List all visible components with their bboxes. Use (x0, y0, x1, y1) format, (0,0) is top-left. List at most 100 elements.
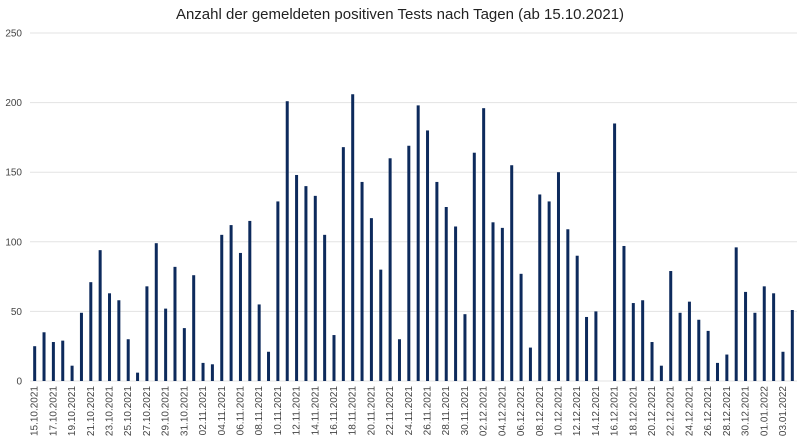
x-tick-label: 21.10.2021 (86, 386, 97, 436)
x-tick-label: 06.11.2021 (235, 386, 246, 436)
bar-02.11.2021 (201, 362, 205, 381)
bar-25.11.2021 (416, 105, 420, 381)
bar-14.11.2021 (313, 195, 317, 381)
bar-22.10.2021 (98, 250, 102, 381)
bar-03.01.2022 (781, 351, 785, 381)
bar-28.11.2021 (444, 207, 448, 381)
bar-11.11.2021 (285, 101, 289, 382)
bar-06.12.2021 (519, 273, 523, 381)
bar-05.12.2021 (510, 165, 514, 381)
x-tick-label: 04.12.2021 (497, 386, 508, 436)
x-tick-label: 23.10.2021 (105, 386, 116, 436)
bar-24.10.2021 (117, 300, 121, 381)
bar-07.12.2021 (528, 347, 532, 381)
bar-31.12.2021 (753, 312, 757, 381)
x-tick-label: 17.10.2021 (48, 386, 59, 436)
bar-18.10.2021 (61, 340, 65, 381)
bar-30.10.2021 (173, 266, 177, 381)
bar-03.12.2021 (491, 222, 495, 381)
bar-23.10.2021 (108, 293, 112, 381)
bar-31.10.2021 (182, 328, 186, 381)
x-axis-ticks: 15.10.2021 17.10.2021 19.10.2021 21.10.2021… (30, 386, 789, 436)
x-tick-label: 10.11.2021 (273, 386, 284, 436)
bar-27.10.2021 (145, 286, 149, 381)
bar-17.10.2021 (51, 342, 55, 381)
y-tick-label: 250 (5, 29, 22, 40)
x-tick-label: 28.11.2021 (441, 386, 452, 436)
bar-28.12.2021 (725, 354, 729, 381)
bar-19.11.2021 (360, 181, 364, 381)
x-tick-label: 14.12.2021 (591, 386, 602, 436)
bar-26.12.2021 (706, 330, 710, 381)
bar-14.12.2021 (594, 311, 598, 381)
chart-title: Anzahl der gemeldeten positiven Tests na… (175, 6, 625, 23)
x-tick-label: 30.11.2021 (460, 386, 471, 436)
bar-09.12.2021 (547, 201, 551, 381)
x-tick-label: 27.10.2021 (142, 386, 153, 436)
bar-15.11.2021 (323, 234, 327, 381)
x-tick-label: 22.12.2021 (666, 386, 677, 436)
bar-26.10.2021 (136, 372, 140, 381)
x-tick-label: 20.12.2021 (647, 386, 658, 436)
bar-10.11.2021 (276, 201, 280, 381)
x-tick-label: 29.10.2021 (161, 386, 172, 436)
x-tick-label: 20.11.2021 (366, 386, 377, 436)
bar-16.10.2021 (42, 332, 46, 381)
x-tick-label: 02.11.2021 (198, 386, 209, 436)
bar-23.12.2021 (678, 312, 682, 381)
x-tick-label: 18.11.2021 (348, 386, 359, 436)
x-tick-label: 31.10.2021 (179, 386, 190, 436)
bar-21.12.2021 (659, 365, 663, 381)
bar-30.12.2021 (744, 291, 748, 381)
bar-23.11.2021 (397, 339, 401, 381)
bar-28.10.2021 (154, 243, 158, 381)
bar-05.11.2021 (229, 225, 233, 381)
bar-06.11.2021 (238, 252, 242, 381)
bar-26.11.2021 (426, 130, 430, 381)
x-tick-label: 16.12.2021 (610, 386, 621, 436)
x-tick-label: 08.11.2021 (254, 386, 265, 436)
bar-18.12.2021 (631, 303, 635, 381)
y-tick-label: 100 (5, 237, 22, 248)
bar-13.11.2021 (304, 186, 308, 381)
bar-27.12.2021 (715, 362, 719, 381)
y-tick-label: 50 (11, 307, 23, 318)
bar-30.11.2021 (463, 314, 467, 381)
bar-09.11.2021 (267, 351, 271, 381)
bar-01.12.2021 (472, 152, 476, 381)
bar-01.01.2022 (762, 286, 766, 381)
bar-21.10.2021 (89, 282, 93, 381)
x-tick-label: 01.01.2022 (759, 386, 770, 436)
y-tick-label: 0 (16, 377, 22, 388)
bar-17.12.2021 (622, 245, 626, 381)
bars (33, 94, 794, 382)
x-tick-label: 06.12.2021 (516, 386, 527, 436)
bar-12.12.2021 (575, 255, 579, 381)
bar-27.11.2021 (435, 181, 439, 381)
x-tick-label: 22.11.2021 (385, 386, 396, 436)
x-tick-label: 12.12.2021 (572, 386, 583, 436)
x-tick-label: 16.11.2021 (329, 386, 340, 436)
bar-04.01.2022 (790, 310, 794, 381)
bar-20.12.2021 (650, 342, 654, 381)
bar-01.11.2021 (192, 275, 196, 381)
bar-08.12.2021 (538, 194, 542, 381)
x-tick-label: 08.12.2021 (535, 386, 546, 436)
bar-16.12.2021 (613, 123, 617, 381)
bar-16.11.2021 (332, 335, 336, 381)
y-axis-ticks: 0 50 100 150 200 250 (5, 29, 22, 388)
bar-19.10.2021 (70, 365, 74, 381)
bar-02.12.2021 (482, 108, 486, 382)
bar-18.11.2021 (351, 94, 355, 381)
bar-12.11.2021 (295, 174, 299, 381)
bar-22.11.2021 (388, 158, 392, 381)
x-tick-label: 15.10.2021 (30, 386, 41, 436)
x-tick-label: 24.12.2021 (684, 386, 695, 436)
x-tick-label: 14.11.2021 (310, 386, 321, 436)
bar-08.11.2021 (257, 304, 261, 381)
bar-20.10.2021 (79, 312, 83, 381)
bar-20.11.2021 (369, 218, 373, 381)
bar-07.11.2021 (248, 220, 252, 381)
bar-10.12.2021 (556, 172, 560, 381)
